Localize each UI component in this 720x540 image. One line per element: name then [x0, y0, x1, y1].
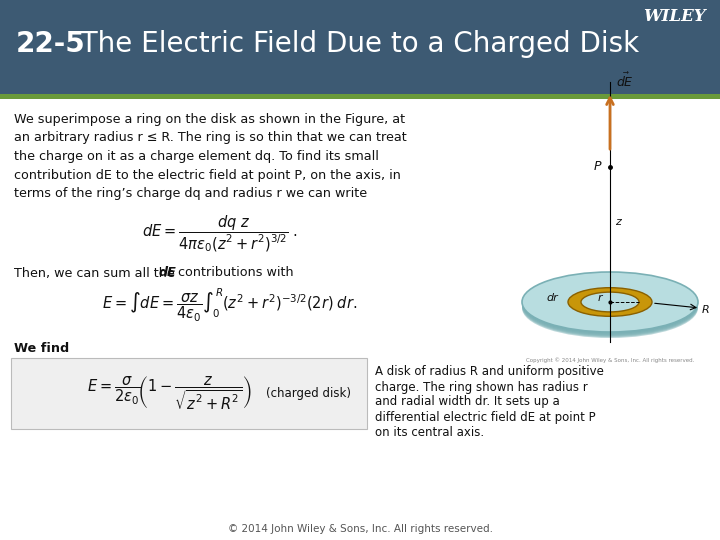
Text: $E = \dfrac{\sigma}{2\varepsilon_0}\!\left(1 - \dfrac{z}{\sqrt{z^2+R^2}}\right)$: $E = \dfrac{\sigma}{2\varepsilon_0}\!\le…: [86, 374, 251, 411]
Text: $\vec{dE}$: $\vec{dE}$: [616, 72, 634, 90]
Text: WILEY: WILEY: [644, 8, 706, 25]
Ellipse shape: [522, 277, 698, 337]
Text: © 2014 John Wiley & Sons, Inc. All rights reserved.: © 2014 John Wiley & Sons, Inc. All right…: [228, 524, 492, 534]
Text: We superimpose a ring on the disk as shown in the Figure, at: We superimpose a ring on the disk as sho…: [14, 113, 405, 126]
Text: r: r: [598, 293, 603, 303]
Text: A disk of radius R and uniform positive: A disk of radius R and uniform positive: [375, 366, 604, 379]
Text: $P$: $P$: [593, 159, 603, 172]
Text: $E = \int dE = \dfrac{\sigma z}{4\varepsilon_0}\int_0^R (z^2+r^2)^{-3/2}(2r)\;dr: $E = \int dE = \dfrac{\sigma z}{4\vareps…: [102, 287, 358, 324]
Text: the charge on it as a charge element dq. To find its small: the charge on it as a charge element dq.…: [14, 150, 379, 163]
Ellipse shape: [522, 274, 698, 334]
Text: dE: dE: [159, 267, 177, 280]
Text: and radial width dr. It sets up a: and radial width dr. It sets up a: [375, 395, 559, 408]
Text: dr: dr: [546, 293, 558, 303]
Text: terms of the ring’s charge dq and radius r we can write: terms of the ring’s charge dq and radius…: [14, 187, 367, 200]
Text: Copyright © 2014 John Wiley & Sons, Inc. All rights reserved.: Copyright © 2014 John Wiley & Sons, Inc.…: [526, 357, 694, 363]
Ellipse shape: [522, 276, 698, 336]
Ellipse shape: [522, 275, 698, 335]
FancyBboxPatch shape: [11, 357, 367, 429]
Ellipse shape: [581, 292, 639, 312]
Text: contribution dE to the electric field at point P, on the axis, in: contribution dE to the electric field at…: [14, 168, 401, 181]
Text: 22-5: 22-5: [16, 30, 86, 58]
Text: Then, we can sum all the: Then, we can sum all the: [14, 267, 179, 280]
Ellipse shape: [522, 278, 698, 338]
Bar: [0, 0, 720, 94]
Text: The Electric Field Due to a Charged Disk: The Electric Field Due to a Charged Disk: [63, 30, 639, 58]
Ellipse shape: [568, 288, 652, 316]
Text: on its central axis.: on its central axis.: [375, 426, 484, 438]
Ellipse shape: [522, 272, 698, 332]
Bar: [0, 94, 720, 99]
Text: R: R: [702, 305, 710, 315]
Text: an arbitrary radius r ≤ R. The ring is so thin that we can treat: an arbitrary radius r ≤ R. The ring is s…: [14, 132, 407, 145]
Text: (charged disk): (charged disk): [266, 387, 351, 400]
Text: differential electric field dE at point P: differential electric field dE at point …: [375, 410, 595, 423]
Text: charge. The ring shown has radius r: charge. The ring shown has radius r: [375, 381, 588, 394]
Text: We find: We find: [14, 342, 69, 355]
Ellipse shape: [522, 273, 698, 333]
Text: $dE = \dfrac{dq\; z}{4\pi\varepsilon_0(z^2 + r^2)^{3/2}}\;.$: $dE = \dfrac{dq\; z}{4\pi\varepsilon_0(z…: [142, 213, 298, 254]
Text: contributions with: contributions with: [174, 267, 294, 280]
Text: z: z: [615, 217, 621, 227]
